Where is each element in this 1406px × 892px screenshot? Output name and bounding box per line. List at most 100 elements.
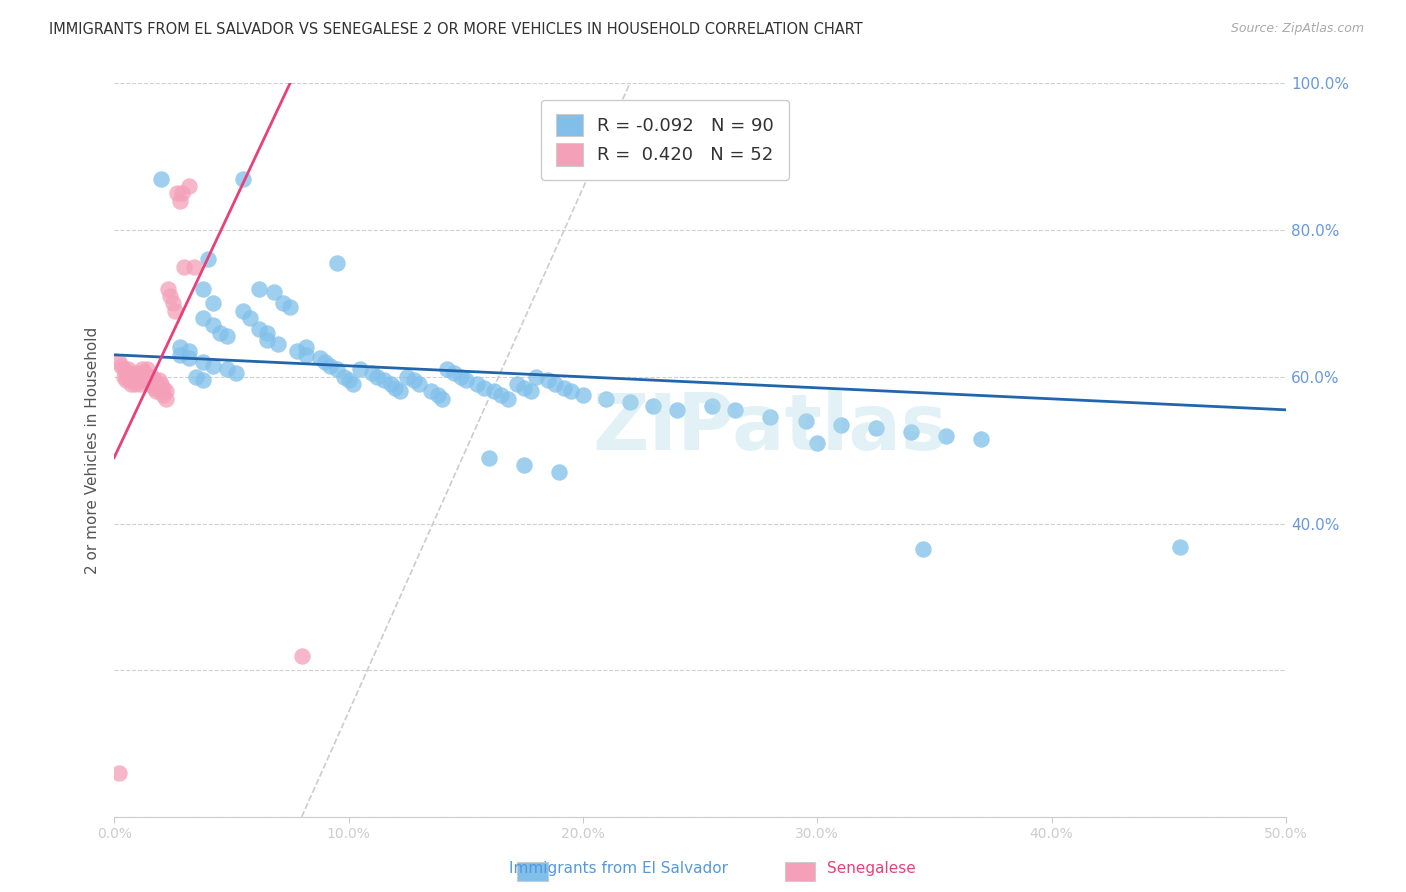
Point [112,369,135,384]
Point [467,377,489,392]
Point [124,377,146,392]
Point [145,377,167,392]
Point [314,355,336,369]
Point [544,377,567,392]
Point [131,369,153,384]
Point [319,359,342,373]
Point [326,256,349,270]
Point [970,432,993,446]
Point [249,322,271,336]
Point [496,392,519,406]
Point [108,355,131,369]
Point [169,348,191,362]
Point [120,377,142,392]
Point [169,194,191,208]
Point [166,186,188,201]
Point [150,377,173,392]
Point [193,311,215,326]
Point [129,377,152,392]
Point [108,765,131,780]
Point [162,296,184,310]
Point [152,388,174,402]
Point [201,359,224,373]
Point [553,381,575,395]
Point [138,374,160,388]
Point [278,300,301,314]
Text: Senegalese: Senegalese [827,861,917,876]
Point [285,344,308,359]
Point [342,377,364,392]
Point [239,311,262,326]
Point [179,344,201,359]
Point [232,171,254,186]
Point [143,381,166,395]
Point [900,425,922,439]
Point [513,458,536,472]
Point [179,179,201,194]
Point [232,303,254,318]
Point [759,410,782,425]
Point [366,369,388,384]
Point [489,388,512,402]
Point [124,369,146,384]
Point [520,384,543,399]
Point [115,366,138,380]
Point [197,252,219,267]
Point [935,428,957,442]
Point [548,465,571,479]
Point [215,362,238,376]
Point [724,402,747,417]
Point [143,374,166,388]
Point [148,381,170,395]
Point [830,417,852,432]
Point [141,377,163,392]
Point [136,369,159,384]
Point [117,362,139,376]
Point [1170,540,1192,554]
Point [700,399,723,413]
Point [136,362,159,376]
Point [127,374,149,388]
Point [115,374,138,388]
Y-axis label: 2 or more Vehicles in Household: 2 or more Vehicles in Household [86,326,100,574]
Point [201,296,224,310]
Point [291,648,314,663]
Point [112,362,135,376]
Point [225,366,247,380]
Point [155,384,177,399]
Point [482,384,505,399]
Point [619,395,641,409]
Point [572,388,595,402]
Point [201,318,224,333]
Point [165,303,187,318]
Point [127,366,149,380]
Legend: R = -0.092   N = 90, R =  0.420   N = 52: R = -0.092 N = 90, R = 0.420 N = 52 [541,100,789,180]
Point [263,285,285,300]
Text: ZIPatlas: ZIPatlas [593,390,948,467]
Point [145,384,167,399]
Point [193,355,215,369]
Point [389,384,412,399]
Point [432,392,454,406]
Point [256,326,278,340]
Point [256,333,278,347]
Point [141,369,163,384]
Point [186,369,208,384]
Point [159,289,181,303]
Point [513,381,536,395]
Point [794,414,817,428]
Point [271,296,294,310]
Point [333,369,356,384]
Point [450,369,472,384]
Point [436,362,458,376]
Point [129,369,152,384]
Point [148,374,170,388]
Point [643,399,665,413]
Text: IMMIGRANTS FROM EL SALVADOR VS SENEGALESE 2 OR MORE VEHICLES IN HOUSEHOLD CORREL: IMMIGRANTS FROM EL SALVADOR VS SENEGALES… [49,22,863,37]
Point [169,341,191,355]
Point [122,366,145,380]
Point [478,450,501,465]
Point [134,366,156,380]
Point [267,336,290,351]
Point [295,341,318,355]
